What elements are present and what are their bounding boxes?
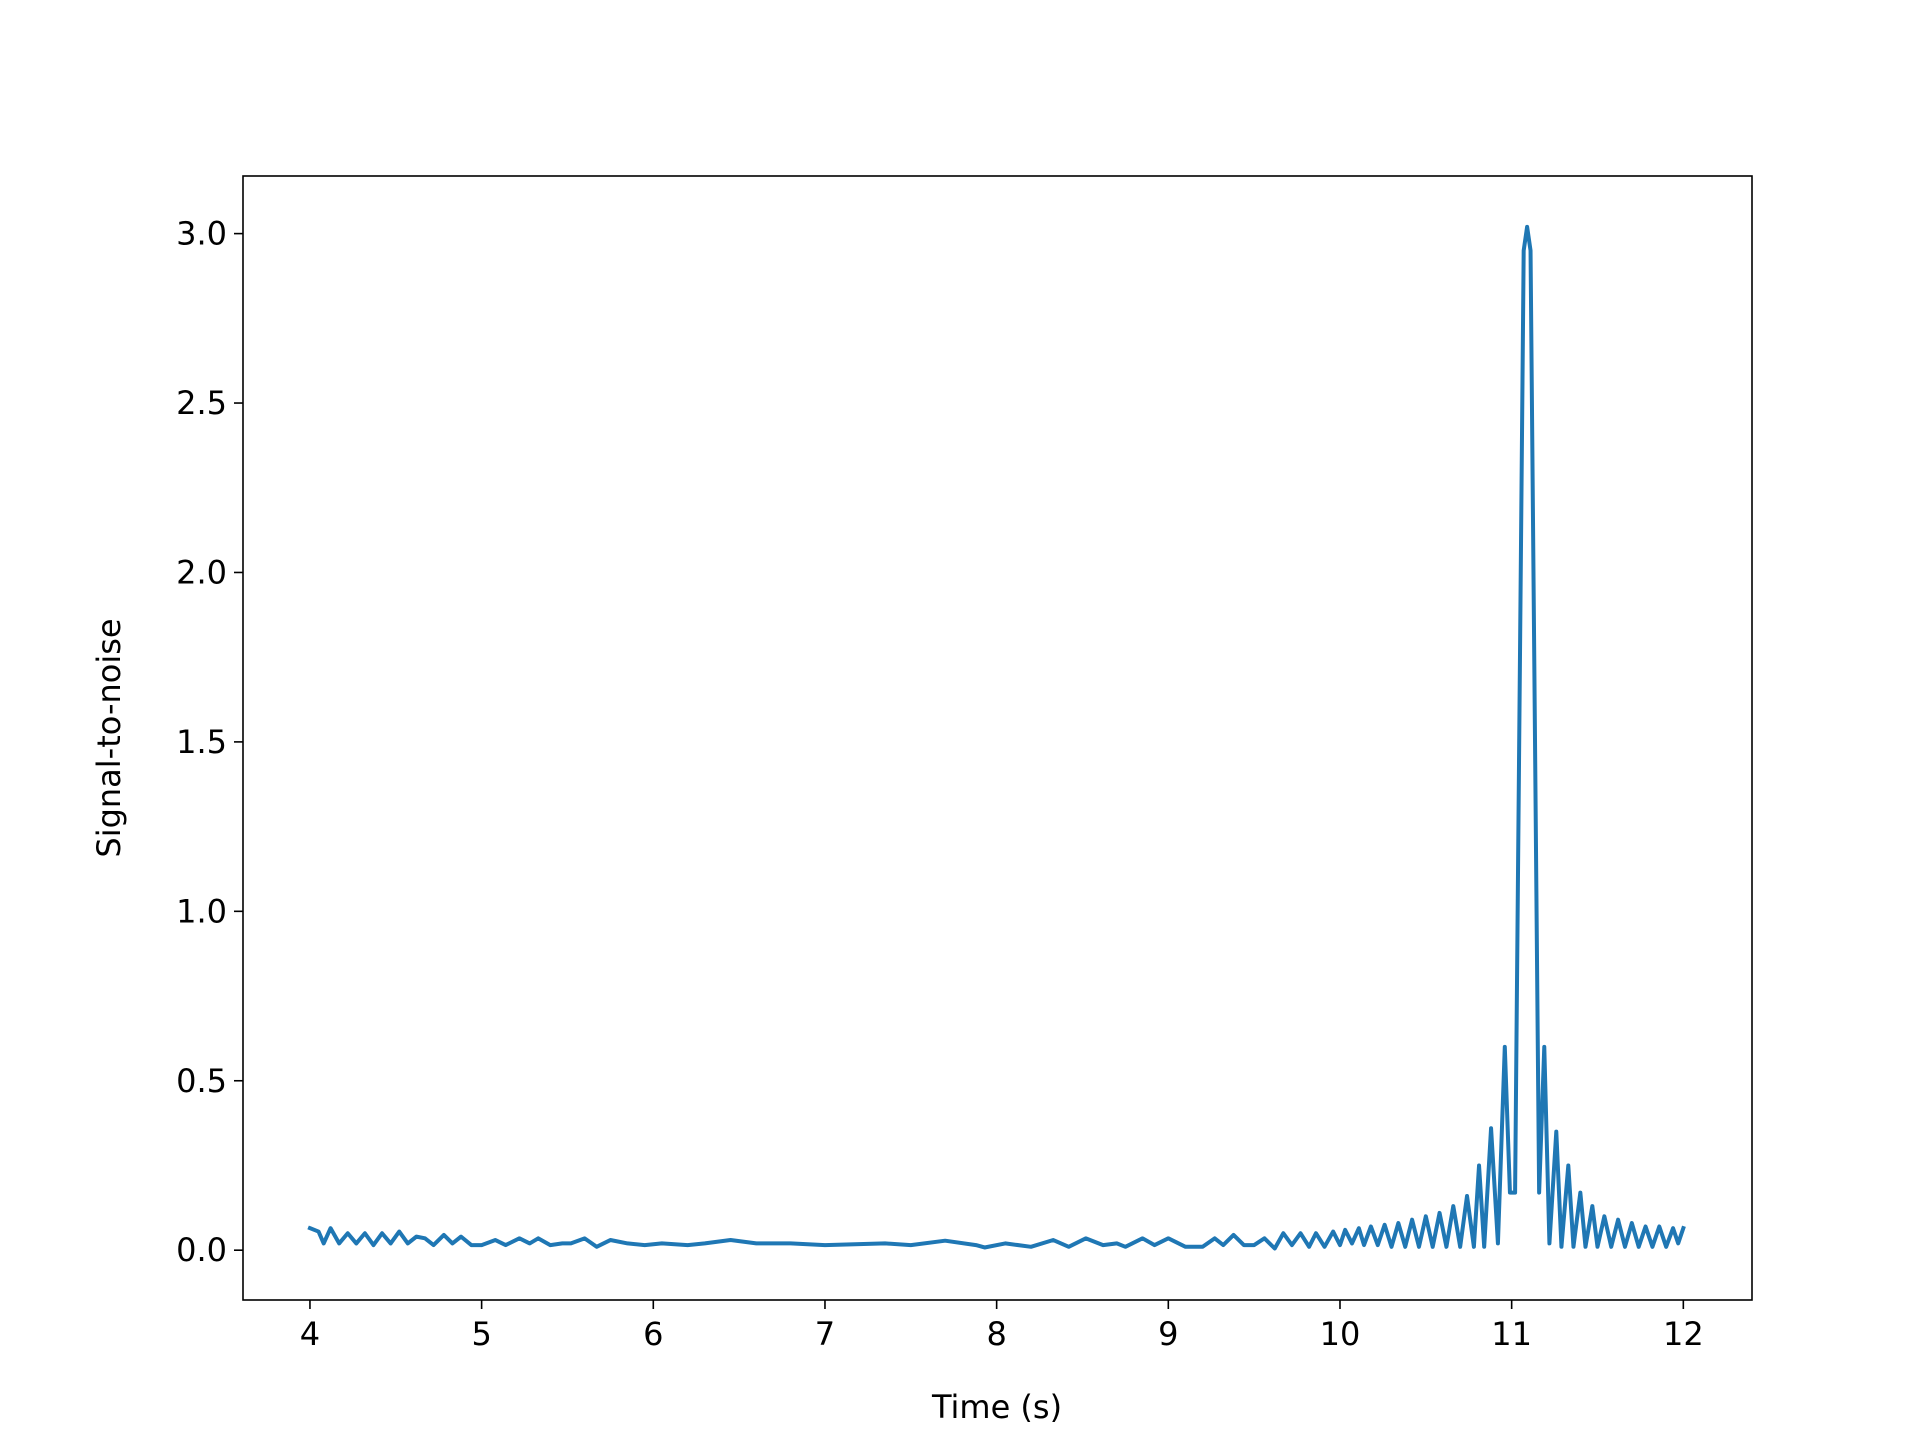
x-tick-label: 5 — [471, 1315, 491, 1353]
y-tick-label: 2.0 — [176, 553, 227, 591]
plot-frame — [242, 175, 1753, 1301]
y-tick-label: 0.5 — [176, 1062, 227, 1100]
x-tick-label: 7 — [815, 1315, 835, 1353]
x-tick-label: 4 — [300, 1315, 320, 1353]
x-axis-label: Time (s) — [931, 1388, 1062, 1426]
x-tick-label: 9 — [1158, 1315, 1178, 1353]
line — [307, 224, 1686, 1251]
y-tick-label: 0.0 — [176, 1231, 227, 1269]
y-tick-label: 1.0 — [176, 892, 227, 930]
y-tick-label: 3.0 — [176, 215, 227, 253]
y-tick-label: 1.5 — [176, 723, 227, 761]
x-tick-label: 8 — [986, 1315, 1006, 1353]
x-tick-label: 12 — [1663, 1315, 1704, 1353]
x-tick-label: 11 — [1491, 1315, 1532, 1353]
y-tick-label: 2.5 — [176, 384, 227, 422]
y-axis-label: Signal-to-noise — [90, 618, 128, 857]
x-tick-label: 6 — [643, 1315, 663, 1353]
x-tick-label: 10 — [1320, 1315, 1361, 1353]
